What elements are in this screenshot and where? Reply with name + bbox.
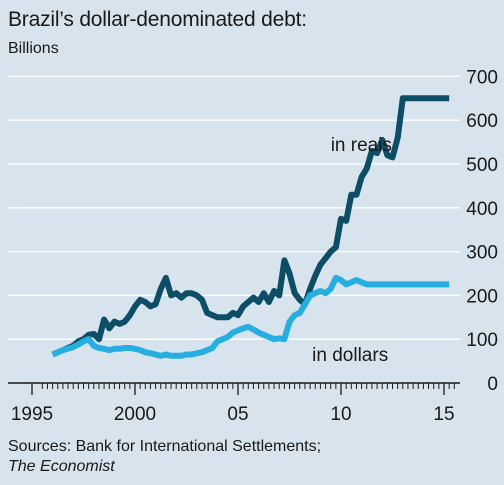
x-tick-label: 2000 xyxy=(114,404,156,425)
x-tick-label: 15 xyxy=(433,404,454,425)
x-tick-label: 1995 xyxy=(11,404,53,425)
y-tick-label: 400 xyxy=(466,199,498,220)
y-tick-label: 200 xyxy=(466,286,498,307)
series-label-reais: in reais xyxy=(331,135,392,156)
y-tick-label: 600 xyxy=(466,111,498,132)
series-labels: in reais in dollars xyxy=(312,135,392,366)
y-tick-label: 500 xyxy=(466,155,498,176)
y-tick-label: 700 xyxy=(466,67,498,88)
y-tick-label: 100 xyxy=(466,330,498,351)
x-tick-label: 05 xyxy=(227,404,248,425)
source-line: Sources: Bank for International Settleme… xyxy=(8,438,322,455)
source-publisher: The Economist xyxy=(8,458,115,475)
source-note: Sources: Bank for International Settleme… xyxy=(8,437,321,477)
series-lines xyxy=(51,95,450,359)
chart-title: Brazil’s dollar-denominated debt: xyxy=(8,8,307,31)
series-line-dollars xyxy=(51,274,450,359)
series-line-reais xyxy=(51,95,450,358)
gridlines xyxy=(8,75,460,340)
y-tick-label: 0 xyxy=(487,374,498,395)
chart-subtitle: Billions xyxy=(8,40,59,57)
y-axis-labels: 0 100 200 300 400 500 600 700 xyxy=(466,67,498,395)
y-tick-label: 300 xyxy=(466,243,498,264)
x-axis: 1995 2000 05 10 15 xyxy=(8,382,460,425)
series-label-dollars: in dollars xyxy=(312,345,388,366)
x-tick-label: 10 xyxy=(330,404,351,425)
